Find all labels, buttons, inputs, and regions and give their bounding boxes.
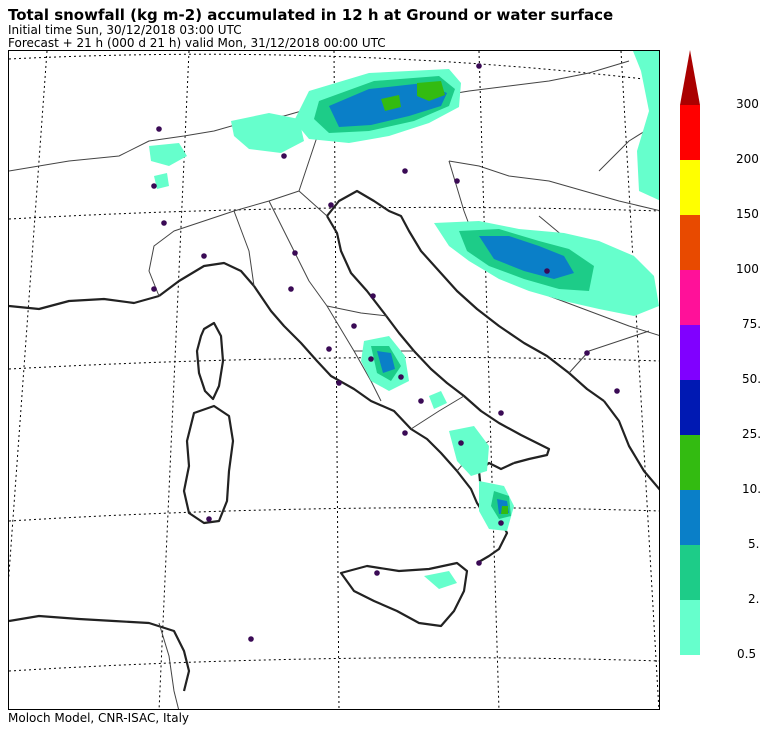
legend-label: 200.0 [736, 152, 760, 166]
snow-level-0-5 [149, 51, 659, 589]
city-dots [151, 63, 620, 642]
graticule [9, 51, 659, 709]
color-legend: 0.5 2.5 5.0 10.0 25.0 50.0 75.0 100.0 150.0 200.0… [680, 50, 760, 661]
legend-arrow [680, 50, 700, 105]
legend-swatch [680, 380, 700, 435]
legend-label: 100.0 [736, 262, 760, 276]
snow-level-5 [329, 83, 574, 514]
legend-label: 300.0 [736, 97, 760, 111]
legend-label: 5.0 [748, 537, 760, 551]
legend-label: 2.5 [748, 592, 760, 606]
map-canvas [9, 51, 659, 709]
coastlines [9, 189, 659, 692]
legend-swatch [680, 270, 700, 325]
legend-swatch [680, 545, 700, 600]
legend-label: 150.0 [736, 207, 760, 221]
legend-bar [680, 50, 700, 655]
initial-time-text: Initial time Sun, 30/12/2018 03:00 UTC [8, 23, 242, 37]
legend-label: 75.0 [742, 317, 760, 331]
legend-swatch [680, 325, 700, 380]
model-credit: Moloch Model, CNR-ISAC, Italy [8, 711, 190, 725]
borders [9, 60, 659, 709]
legend-label: 25.0 [742, 427, 760, 441]
legend-swatch [680, 600, 700, 655]
legend-label: 0.5 [737, 647, 757, 661]
snowfall-map [8, 50, 660, 710]
legend-label: 10.0 [742, 482, 760, 496]
legend-swatch [680, 490, 700, 545]
legend-swatch [680, 215, 700, 270]
forecast-valid-text: Forecast + 21 h (000 d 21 h) valid Mon, … [8, 36, 386, 50]
legend-swatch [680, 160, 700, 215]
legend-swatch [680, 105, 700, 160]
map-title: Total snowfall (kg m-2) accumulated in 1… [8, 6, 614, 24]
legend-swatch [680, 435, 700, 490]
legend-label: 50.0 [742, 372, 760, 386]
snow-level-10 [381, 81, 508, 514]
